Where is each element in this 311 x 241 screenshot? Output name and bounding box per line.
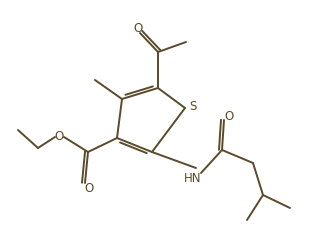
Text: S: S	[189, 100, 197, 114]
Text: O: O	[133, 22, 143, 35]
Text: HN: HN	[184, 172, 202, 185]
Text: O: O	[84, 181, 94, 194]
Text: O: O	[54, 129, 64, 142]
Text: O: O	[224, 111, 234, 123]
